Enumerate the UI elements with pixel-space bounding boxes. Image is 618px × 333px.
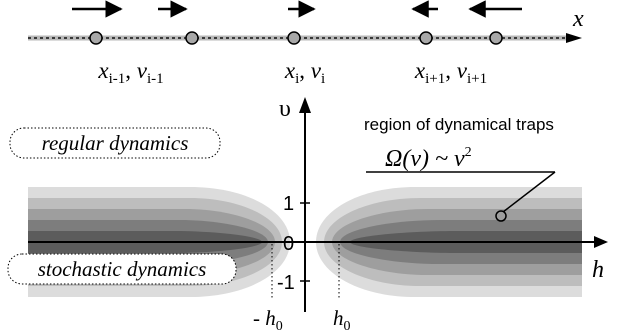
region-of-traps-label: region of dynamical traps — [364, 115, 554, 134]
regular-label-box — [9, 127, 221, 159]
v-axis-arrowhead — [299, 97, 311, 113]
v-axis-label: υ — [279, 96, 291, 122]
callout-point — [495, 210, 507, 222]
stochastic-dynamics-label: stochastic dynamics — [38, 257, 207, 281]
stochastic-label-box — [7, 253, 237, 285]
tick-label-minus-1: -1 — [277, 272, 295, 294]
regular-dynamics-label: regular dynamics — [42, 131, 189, 155]
particle-label-2: xi, vi — [284, 58, 325, 87]
omega-formula: Ω(v) ~ v2 — [385, 145, 472, 172]
particle-label-3: xi+1, vi+1 — [414, 58, 487, 87]
particle-label-1: xi-1, vi-1 — [97, 58, 163, 87]
h-axis-label: h — [592, 257, 604, 283]
particle-chain: x xi-1, vi-1 xi, vi xi+1, vi+1 — [28, 0, 584, 87]
particle-1 — [89, 31, 103, 45]
particle-3 — [287, 31, 301, 45]
particle-2 — [185, 31, 199, 45]
h0-right-label: h0 — [333, 306, 351, 333]
callout-leader — [502, 171, 556, 213]
x-axis-label: x — [572, 6, 584, 32]
x-axis-arrowhead — [566, 33, 582, 43]
h0-left-label: - h0 — [253, 306, 283, 333]
h-axis-arrowhead — [594, 236, 608, 248]
particle-5 — [489, 31, 503, 45]
tick-label-1: 1 — [283, 193, 294, 215]
phase-plane: υ h 1 0 -1 - h0 h0 regular dynamics stoc… — [7, 96, 608, 333]
particle-4 — [419, 31, 433, 45]
tick-label-0: 0 — [283, 233, 294, 255]
